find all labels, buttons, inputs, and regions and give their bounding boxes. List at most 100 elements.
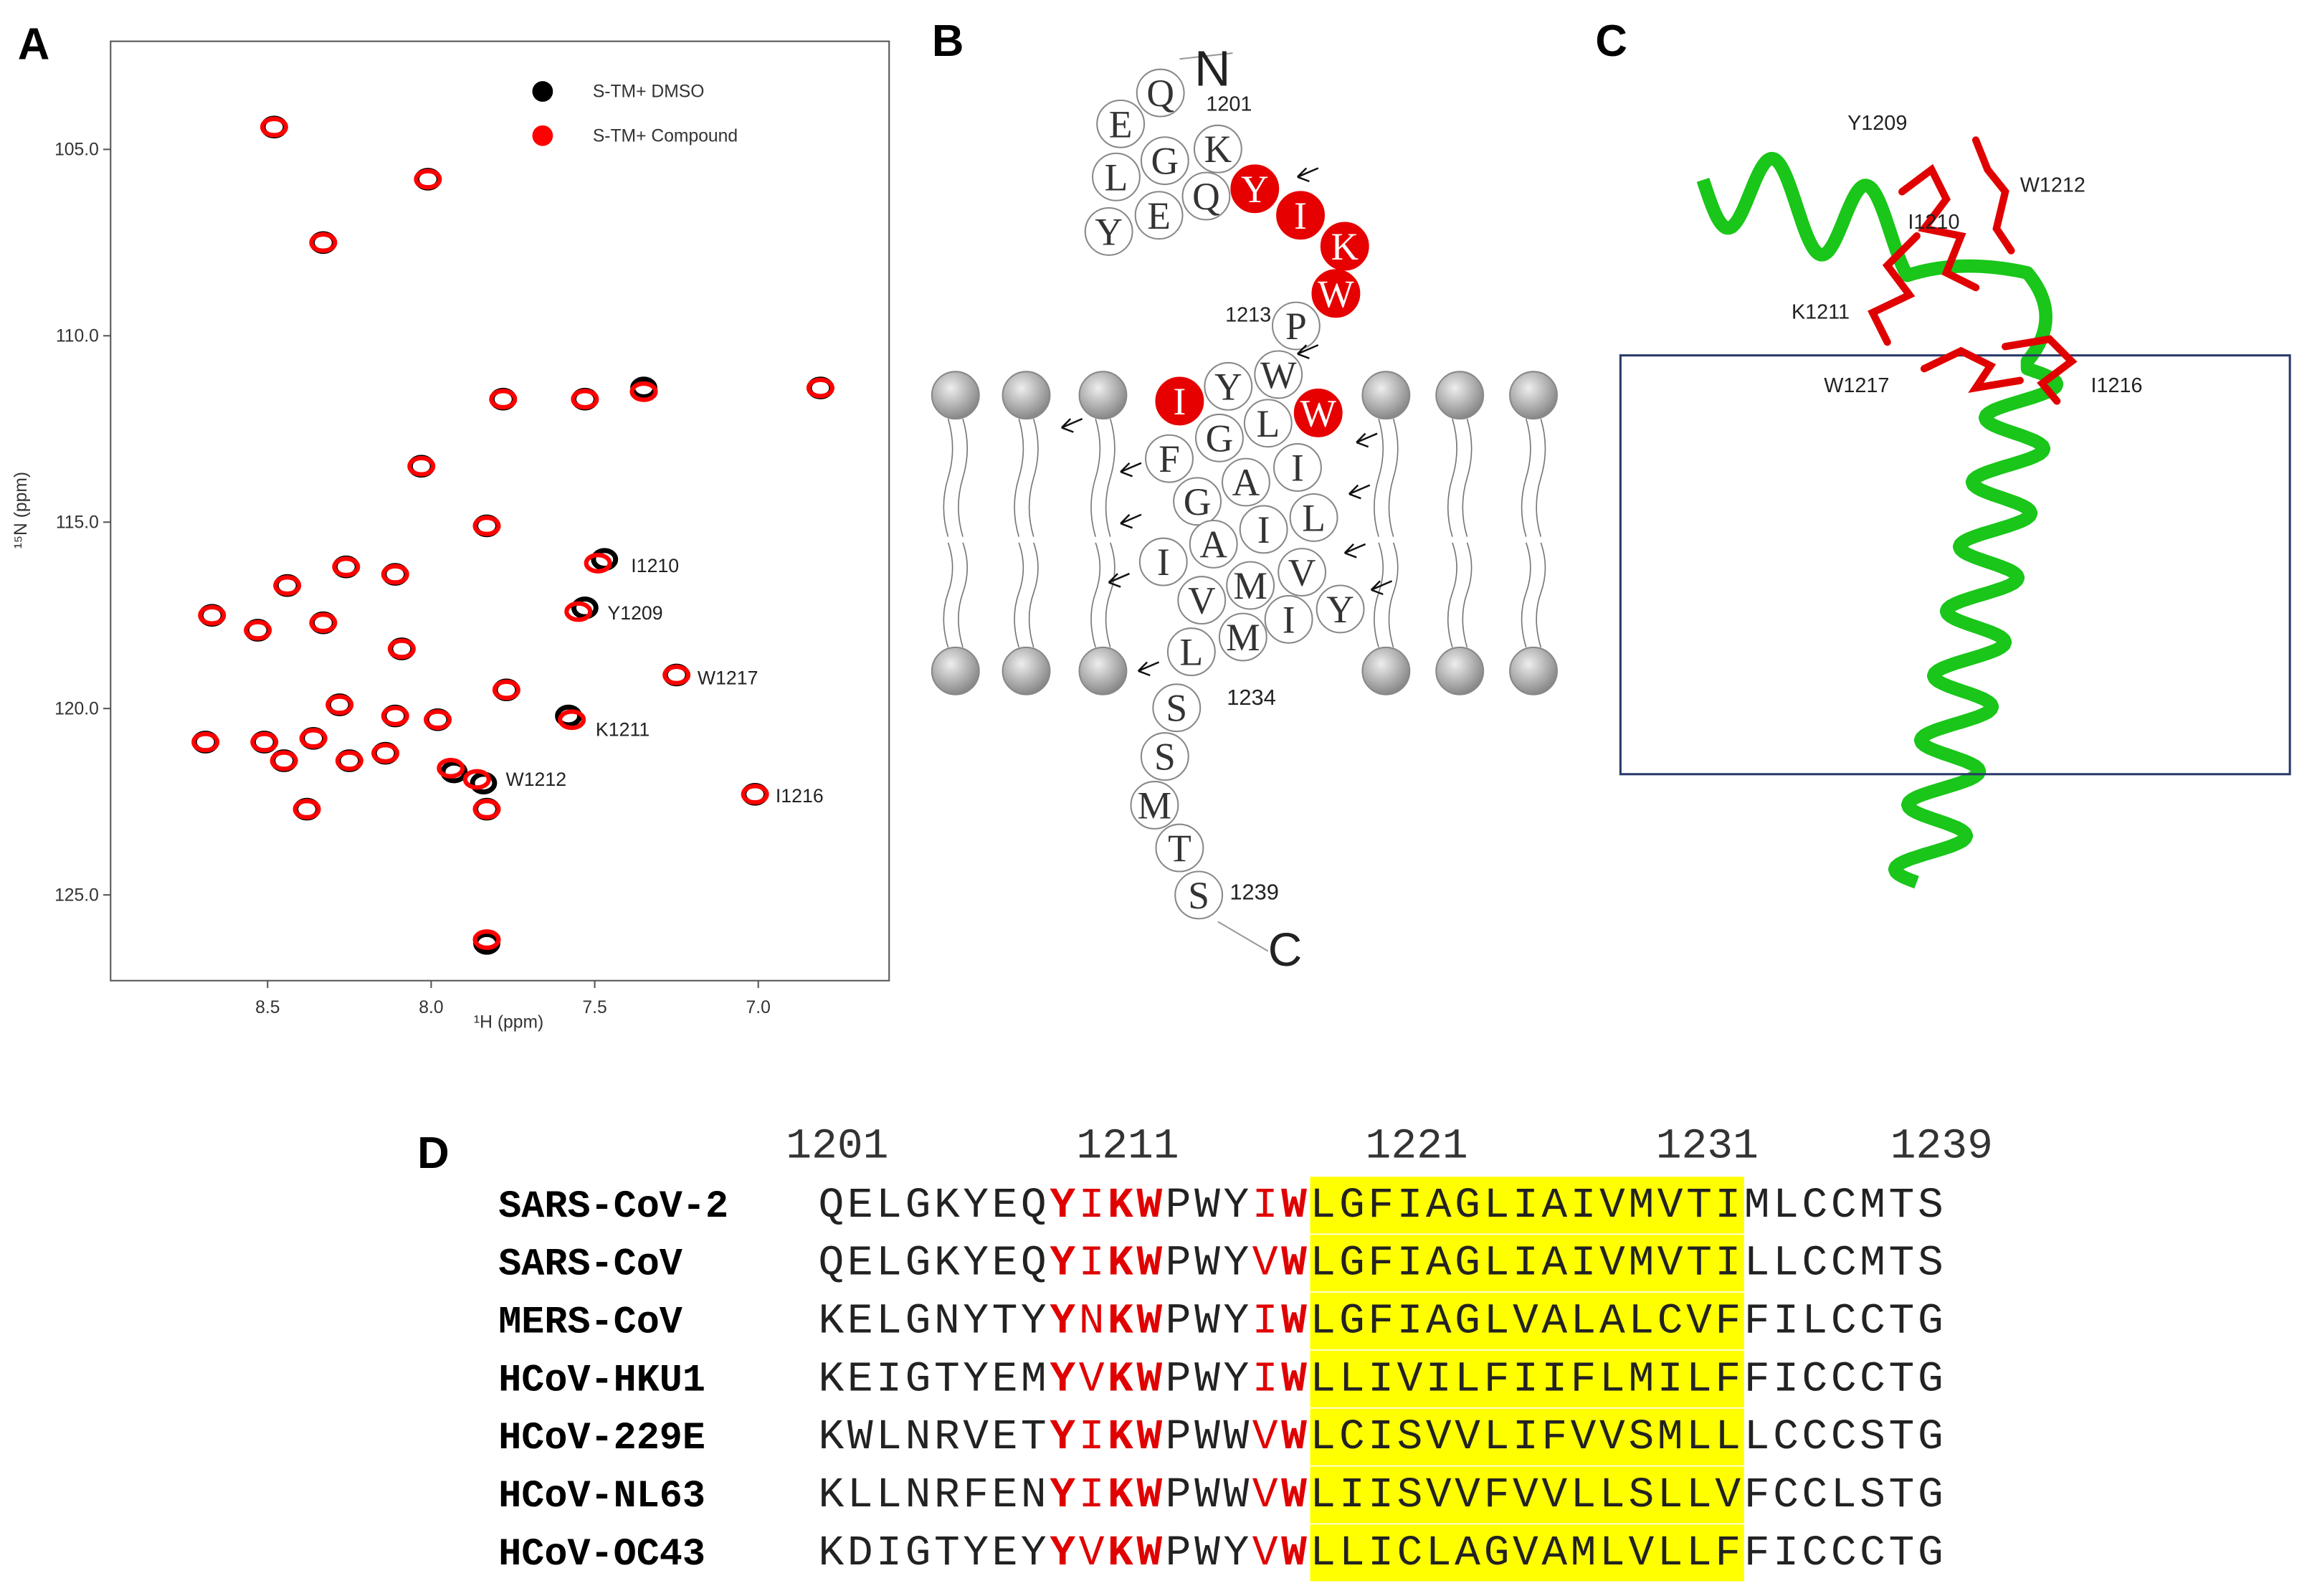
peak	[492, 679, 520, 700]
residue-letter: T	[1168, 827, 1191, 870]
residue	[1276, 191, 1325, 240]
side-chain	[1920, 346, 2024, 393]
residue	[1222, 457, 1270, 507]
peak-annotation: W1217	[698, 667, 758, 688]
residue	[1254, 350, 1303, 399]
residue-letter: Y	[1241, 168, 1269, 211]
residue	[1140, 136, 1189, 186]
residue-letter: G	[1206, 417, 1234, 460]
x-tick-label: 8.5	[255, 998, 280, 1017]
peak	[244, 619, 272, 641]
residue-label: I1216	[2090, 374, 2142, 397]
lipid-tail	[1447, 418, 1457, 537]
lipid-tail	[1014, 418, 1024, 537]
side-chain	[1898, 163, 1980, 292]
peak	[299, 728, 328, 749]
lipid-tail	[1374, 542, 1384, 648]
residue	[1166, 627, 1216, 677]
lipid-tail	[1090, 542, 1101, 648]
peak	[387, 638, 416, 660]
residue-letter: A	[1199, 523, 1227, 566]
topology-label: 1213	[1225, 303, 1271, 326]
peak	[250, 731, 279, 753]
highlight	[1310, 1292, 1744, 1350]
residue-letter: L	[1302, 496, 1326, 539]
peak	[472, 799, 501, 820]
lipid-tail	[958, 418, 969, 537]
peak	[270, 750, 298, 771]
peak-annotation: W1212	[505, 769, 566, 790]
side-chains	[1868, 136, 2078, 405]
residue-letter: S	[1166, 687, 1187, 730]
arrow	[1343, 543, 1366, 559]
residue	[1218, 612, 1267, 662]
lipid-tail	[1536, 542, 1546, 648]
lipid-head	[1509, 646, 1558, 695]
residue-letter: G	[1151, 140, 1179, 183]
peak	[371, 743, 400, 764]
legend-label: S-TM+ Compound	[593, 126, 738, 146]
residue	[1136, 68, 1185, 118]
residue-label: Y1209	[1847, 112, 1907, 135]
residue	[1264, 594, 1313, 644]
topology-label: 1201	[1206, 92, 1252, 115]
lipid-head	[1078, 371, 1128, 420]
position-number: 1211	[1076, 1122, 1179, 1171]
lipid-tail	[1028, 542, 1039, 648]
residue-letter: E	[1147, 194, 1171, 237]
position-number: 1231	[1656, 1122, 1759, 1171]
residue-label: W1212	[2020, 174, 2085, 196]
arrow	[1297, 344, 1319, 359]
lipid-tail	[958, 542, 968, 648]
lipid-tail	[1388, 542, 1399, 648]
peak	[198, 604, 227, 626]
peak	[191, 731, 220, 753]
peak	[381, 706, 409, 726]
residue-letter: Y	[1326, 588, 1354, 631]
highlight	[1310, 1466, 1744, 1524]
residue	[1271, 301, 1321, 351]
residue-letter: L	[1180, 631, 1204, 674]
residue	[1193, 124, 1242, 174]
lipid-tail	[1447, 542, 1457, 648]
panel-label: D	[417, 1129, 449, 1178]
peak-annotation: I1216	[776, 785, 824, 807]
residue-letter: K	[1331, 225, 1359, 268]
highlight	[1310, 1524, 1744, 1582]
lipid-tail	[1090, 418, 1101, 537]
residue-letter: V	[1188, 579, 1216, 622]
lipid-tail	[1374, 418, 1384, 537]
species-name: SARS-CoV-2	[498, 1185, 728, 1229]
peak	[629, 381, 658, 402]
highlight	[1310, 1408, 1744, 1466]
lipid-head	[1078, 646, 1128, 695]
residue-label: I1210	[1908, 211, 1959, 234]
y-tick-label: 120.0	[54, 699, 99, 718]
peak	[472, 929, 501, 950]
peak	[558, 709, 586, 731]
residue	[1092, 152, 1141, 201]
residue	[1084, 206, 1133, 256]
residue-letter: I	[1283, 598, 1295, 641]
residue	[1239, 505, 1288, 554]
peak	[309, 232, 338, 253]
highlight	[1310, 1177, 1744, 1234]
peak	[332, 556, 361, 578]
highlight	[1310, 1235, 1744, 1292]
peak	[260, 116, 288, 138]
species-name: HCoV-OC43	[498, 1533, 705, 1577]
membrane	[931, 371, 1558, 695]
residue-letter: Y	[1214, 365, 1242, 408]
peak	[437, 757, 465, 779]
arrow	[1348, 484, 1371, 500]
side-chain	[2002, 335, 2078, 405]
peak	[414, 168, 442, 190]
species-name: HCoV-NL63	[498, 1475, 705, 1519]
x-tick-label: 7.0	[746, 998, 771, 1017]
residue-letter: Y	[1095, 210, 1123, 253]
residue-letter: Q	[1146, 72, 1174, 115]
